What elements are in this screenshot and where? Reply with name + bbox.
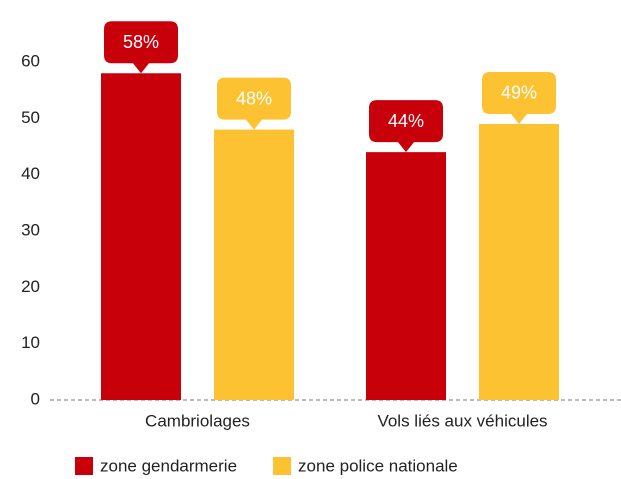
callout [217,77,291,130]
y-tick-label: 30 [21,220,40,239]
legend-swatch [75,457,93,475]
value-label: 49% [501,83,537,103]
y-tick-label: 0 [31,389,40,408]
x-tick-label: Vols liés aux véhicules [377,411,547,430]
value-label: 48% [236,88,272,108]
y-tick-label: 40 [21,164,40,183]
callout [104,21,178,74]
bar [479,123,559,400]
legend-label: zone police nationale [298,456,458,475]
x-tick-label: Cambriolages [145,411,250,430]
y-tick-label: 20 [21,277,40,296]
bar [214,129,294,400]
y-tick-label: 50 [21,108,40,127]
y-tick-label: 60 [21,51,40,70]
callout [369,100,443,153]
callout [482,71,556,124]
value-label: 44% [388,111,424,131]
legend-swatch [273,457,292,475]
value-label: 58% [123,32,159,52]
bar [101,73,181,401]
bar [366,152,446,400]
y-tick-label: 10 [21,333,40,352]
legend-label: zone gendarmerie [100,456,237,475]
